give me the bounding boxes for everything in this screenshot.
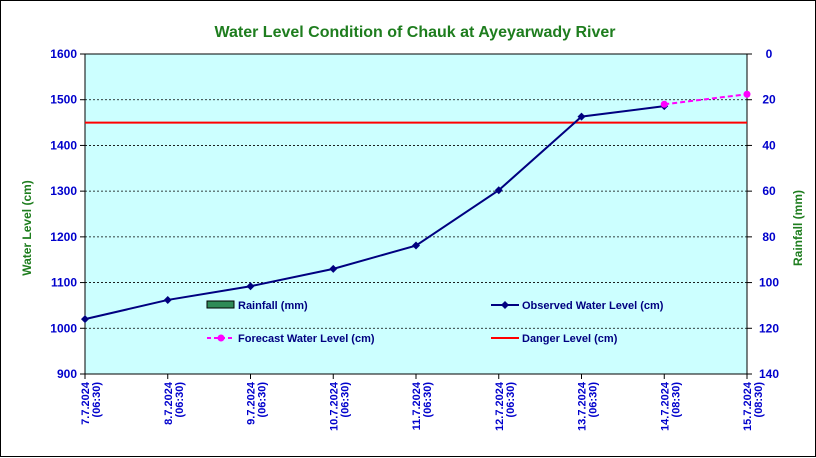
legend-label: Observed Water Level (cm)	[522, 300, 664, 312]
x-tick-label-line: (06:30)	[422, 382, 434, 418]
forecast-point	[743, 90, 751, 98]
y2-tick-label: 0	[766, 47, 773, 61]
observed-point	[329, 264, 338, 273]
x-tick-label-line: 7.7.2024	[80, 381, 92, 425]
x-tick-label-line: (06:30)	[174, 382, 186, 418]
x-tick-label: 9.7.2024(06:30)	[246, 381, 269, 425]
x-tick-label-line: (06:30)	[257, 382, 269, 418]
y-tick-label: 1400	[50, 138, 77, 152]
x-tick-label-line: (08:30)	[753, 382, 765, 418]
y-axis-title: Water Level (cm)	[20, 180, 34, 276]
y-axis-left: 900 1000 1100 1200 1300 1400 1500 1600	[50, 47, 85, 381]
y2-tick-label: 80	[762, 230, 776, 244]
legend-marker-circle	[217, 334, 225, 342]
x-tick-label-line: 10.7.2024	[328, 381, 340, 431]
y-tick-label: 1200	[50, 230, 77, 244]
y-tick-label: 1000	[50, 321, 77, 335]
series-layer	[81, 90, 751, 324]
forecast-line	[664, 93, 748, 106]
legend-label: Rainfall (mm)	[238, 300, 308, 312]
observed-point	[577, 112, 586, 121]
x-axis: 7.7.2024(06:30) 8.7.2024(06:30) 9.7.2024(0…	[80, 374, 765, 431]
y-tick-label: 900	[57, 367, 77, 381]
observed-point	[494, 186, 503, 195]
y2-tick-label: 20	[762, 93, 776, 107]
x-tick-label-line: 15.7.2024	[742, 381, 754, 431]
legend-rainfall-swatch	[206, 300, 235, 309]
x-tick-label: 7.7.2024(06:30)	[80, 381, 103, 425]
observed-point	[163, 295, 172, 304]
y2-tick-label: 40	[762, 138, 776, 152]
x-tick-label: 10.7.2024(06:30)	[328, 381, 351, 431]
x-tick-label-line: 14.7.2024	[659, 381, 671, 431]
legend-marker-diamond	[501, 301, 509, 309]
x-tick-label-line: 8.7.2024	[163, 381, 175, 425]
x-tick-label: 15.7.2024(08:30)	[742, 381, 765, 431]
legend-label: Forecast Water Level (cm)	[238, 333, 375, 345]
legend-label: Danger Level (cm)	[522, 333, 618, 345]
observed-point	[412, 241, 420, 250]
y2-axis-title: Rainfall (mm)	[791, 190, 805, 266]
x-tick-label: 14.7.2024(08:30)	[659, 381, 682, 431]
legend: Rainfall (mm) Observed Water Level (cm) Fo…	[206, 300, 664, 345]
plot-area	[84, 53, 748, 375]
y-tick-label: 1100	[51, 276, 77, 290]
x-tick-label-line: (06:30)	[91, 382, 103, 418]
x-tick-label: 11.7.2024(06:30)	[411, 381, 434, 430]
forecast-point	[660, 100, 668, 108]
observed-line	[84, 105, 665, 321]
x-tick-label: 13.7.2024(06:30)	[577, 381, 600, 431]
x-tick-label-line: 11.7.2024	[411, 381, 423, 430]
x-tick-label-line: (06:30)	[505, 382, 517, 418]
observed-point	[81, 315, 89, 324]
observed-point	[246, 282, 255, 291]
x-tick-label-line: (06:30)	[339, 382, 351, 418]
y-axis-right: 0 20 40 60 80 100 120 140	[747, 47, 779, 381]
x-tick-label-line: 13.7.2024	[577, 381, 589, 431]
y-tick-label: 1600	[50, 47, 77, 61]
x-tick-label-line: (08:30)	[670, 382, 682, 418]
x-tick-label-line: 9.7.2024	[246, 381, 258, 425]
y2-tick-label: 120	[759, 321, 779, 335]
x-tick-label: 12.7.2024(06:30)	[494, 381, 517, 431]
x-tick-label-line: (06:30)	[588, 382, 600, 418]
y2-tick-label: 100	[759, 276, 779, 290]
y-tick-label: 1300	[50, 184, 77, 198]
x-tick-label-line: 12.7.2024	[494, 381, 506, 431]
y-tick-label: 1500	[50, 93, 77, 107]
x-tick-label: 8.7.2024(06:30)	[163, 381, 186, 425]
chart-title: Water Level Condition of Chauk at Ayeyar…	[215, 24, 616, 41]
y2-tick-label: 60	[762, 184, 776, 198]
y2-tick-label: 140	[759, 367, 779, 381]
